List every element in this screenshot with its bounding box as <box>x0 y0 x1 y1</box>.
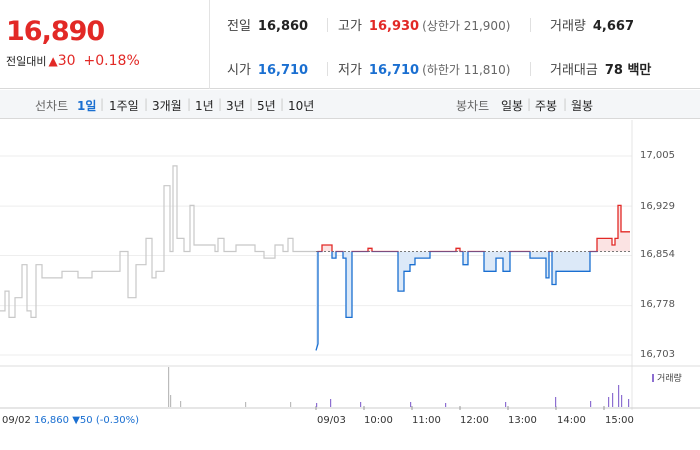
stat-sub: (하한가 11,810) <box>422 63 511 77</box>
today-price-line-down <box>315 251 598 351</box>
divider: | <box>144 97 149 111</box>
period-3m-button[interactable]: 3개월 <box>152 99 182 113</box>
stat-sub: (상한가 21,900) <box>422 19 511 33</box>
down-area-fill <box>316 251 630 351</box>
change-label: 전일대비 <box>6 55 47 68</box>
divider <box>327 18 328 32</box>
y-tick-label: 16,778 <box>640 299 675 310</box>
volume-bar <box>168 367 170 407</box>
volume-bar <box>360 402 362 407</box>
stat-amount: 거래대금 78 백만 <box>550 59 651 78</box>
volume-bar <box>170 395 172 407</box>
down-arrow-icon: ▼ <box>72 415 80 426</box>
prev-day-date: 09/02 <box>2 415 31 426</box>
x-tick-label: 11:00 <box>412 415 441 426</box>
line-chart-label: 선차트 <box>35 99 69 113</box>
period-1d-button[interactable]: 1일 <box>77 99 97 113</box>
volume-bar <box>555 397 557 407</box>
divider <box>327 62 328 76</box>
chart-toolbar: 선차트 1일 | 1주일 | 3개월 | 1년 | 3년 | 5년 | 10년 … <box>0 90 700 119</box>
divider: | <box>527 97 532 111</box>
volume-bar <box>330 399 332 407</box>
up-area-fill <box>316 205 630 252</box>
volume-bar <box>410 402 412 407</box>
x-tick-label: 14:00 <box>557 415 586 426</box>
divider: | <box>280 97 285 111</box>
stat-value: 16,710 <box>368 63 420 78</box>
candle-chart-label: 봉차트 <box>456 99 490 113</box>
period-3y-button[interactable]: 3년 <box>226 99 245 113</box>
period-5y-button[interactable]: 5년 <box>257 99 276 113</box>
stat-value: 78 백만 <box>604 63 652 78</box>
x-tick-label: 12:00 <box>460 415 489 426</box>
volume-bar <box>245 402 247 407</box>
prev-day-price-line <box>0 165 316 318</box>
stat-value: 16,710 <box>257 63 309 78</box>
volume-bar <box>445 403 447 407</box>
divider: | <box>563 97 568 111</box>
today-price-line-up <box>317 204 630 252</box>
period-1w-button[interactable]: 1주일 <box>109 99 139 113</box>
x-tick-label: 13:00 <box>508 415 537 426</box>
quote-summary: 16,890 전일대비 ▲30 +0.18% 전일 16,860 고가 16,930 (상… <box>0 0 700 89</box>
volume-legend: 거래량 <box>652 371 682 384</box>
volume-bar <box>608 397 610 407</box>
candle-monthly-button[interactable]: 월봉 <box>571 99 594 113</box>
stat-value: 16,860 <box>257 19 309 34</box>
stat-volume: 거래량 4,667 <box>550 15 634 34</box>
y-tick-label: 16,854 <box>640 249 675 260</box>
divider: | <box>100 97 105 111</box>
prev-day-change: 50 <box>79 415 93 426</box>
stat-value: 16,930 <box>368 19 420 34</box>
volume-bar <box>618 385 620 407</box>
x-tick-label: 09/03 <box>317 415 346 426</box>
volume-bar <box>590 401 592 407</box>
period-10y-button[interactable]: 10년 <box>288 99 315 113</box>
up-arrow-icon: ▲ <box>48 54 58 68</box>
stat-prev-close: 전일 16,860 <box>227 15 308 34</box>
divider <box>530 18 531 32</box>
candle-daily-button[interactable]: 일봉 <box>501 99 524 113</box>
price-chart-svg <box>0 120 700 410</box>
stat-label: 전일 <box>227 19 251 34</box>
volume-bar <box>316 403 318 407</box>
stat-label: 거래대금 <box>550 63 598 78</box>
prev-day-price: 16,860 <box>34 415 70 426</box>
stat-low: 저가 16,710 (하한가 11,810) <box>338 59 510 78</box>
divider <box>530 62 531 76</box>
current-price: 16,890 <box>6 16 105 47</box>
price-chart: 17,005 16,929 16,854 16,778 16,703 거래량 0… <box>0 120 700 450</box>
prev-day-info: 09/02 16,860 ▼50 (-0.30%) <box>2 415 139 426</box>
divider: | <box>218 97 223 111</box>
y-tick-label: 17,005 <box>640 150 675 161</box>
period-1y-button[interactable]: 1년 <box>195 99 214 113</box>
change-value: 30 <box>57 53 76 69</box>
change-percent: +0.18% <box>83 53 140 69</box>
prev-day-pct: (-0.30%) <box>95 415 140 426</box>
change-line: 전일대비 ▲30 +0.18% <box>6 53 140 69</box>
stats-panel: 전일 16,860 고가 16,930 (상한가 21,900) 거래량 4,667 시… <box>210 0 700 89</box>
price-box: 16,890 전일대비 ▲30 +0.18% <box>0 0 210 89</box>
x-tick-label: 10:00 <box>364 415 393 426</box>
stat-open: 시가 16,710 <box>227 59 308 78</box>
stat-label: 저가 <box>338 63 362 78</box>
divider: | <box>187 97 192 111</box>
stat-high: 고가 16,930 (상한가 21,900) <box>338 15 510 34</box>
volume-bar <box>628 399 630 407</box>
volume-bar <box>621 395 623 407</box>
volume-bar <box>505 402 507 407</box>
volume-bar <box>180 401 182 407</box>
x-tick-label: 15:00 <box>605 415 634 426</box>
volume-bar <box>290 402 292 407</box>
y-tick-label: 16,929 <box>640 201 675 212</box>
stat-label: 거래량 <box>550 19 586 34</box>
y-tick-label: 16,703 <box>640 349 675 360</box>
stat-value: 4,667 <box>592 19 635 34</box>
divider: | <box>249 97 254 111</box>
stat-label: 고가 <box>338 19 362 34</box>
candle-weekly-button[interactable]: 주봉 <box>535 99 558 113</box>
stat-label: 시가 <box>227 63 251 78</box>
volume-bar <box>612 393 614 407</box>
